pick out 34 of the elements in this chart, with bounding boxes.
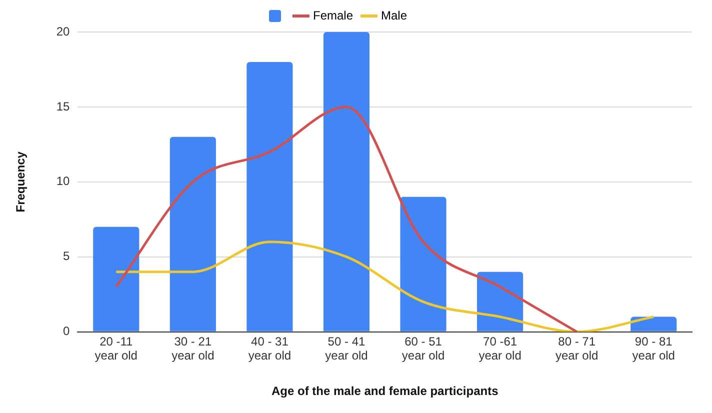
category-label: year old [325, 348, 368, 363]
category-label: year old [94, 348, 138, 363]
line-series [114, 240, 655, 332]
category-label: 70 -61 [483, 334, 518, 348]
category-label: 90 - 81 [634, 334, 672, 348]
category-label: year old [555, 348, 598, 363]
y-tick-label: 5 [63, 249, 70, 264]
bar [246, 62, 293, 332]
line-series [114, 106, 578, 332]
category-label: 40 - 31 [251, 334, 288, 348]
category-label: year old [478, 348, 522, 363]
y-tick-label: 0 [63, 324, 70, 338]
y-axis-title: Frequency [14, 151, 28, 212]
legend-label: Female [312, 8, 354, 22]
category-label: year old [632, 348, 675, 363]
category-label: 50 - 41 [328, 334, 366, 348]
category-label: 60 - 51 [404, 334, 442, 348]
y-tick-label: 15 [56, 99, 70, 114]
bar [477, 272, 524, 332]
y-tick-label: 10 [56, 174, 70, 188]
y-tick-label: 20 [56, 24, 70, 38]
category-label: year old [248, 348, 292, 363]
bar [630, 316, 677, 332]
bar [323, 32, 370, 332]
category-label: year old [172, 348, 214, 363]
category-label: 20 -11 [100, 334, 133, 348]
category-label: year old [402, 348, 445, 363]
bar [93, 226, 140, 332]
x-axis-title: Age of the male and female participants [272, 384, 499, 398]
bar [400, 196, 446, 332]
category-label: 30 - 21 [174, 334, 212, 348]
category-label: 80 - 71 [558, 334, 596, 348]
bar [170, 136, 216, 332]
legend-label: Male [381, 8, 408, 22]
